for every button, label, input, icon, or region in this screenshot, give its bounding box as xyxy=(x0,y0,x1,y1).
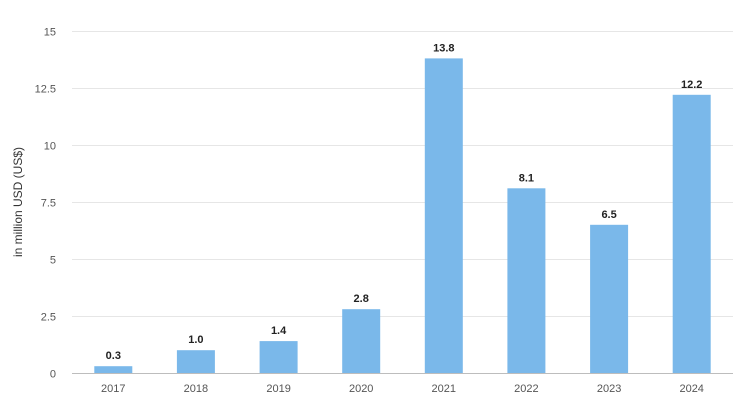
x-tick-label: 2017 xyxy=(101,383,125,395)
bar-2021[interactable] xyxy=(424,58,463,374)
bar-2020[interactable] xyxy=(342,309,381,373)
y-tick-label: 12.5 xyxy=(35,84,56,96)
data-label-2024: 12.2 xyxy=(681,79,702,91)
bar-2018[interactable] xyxy=(176,350,215,373)
bar-2024[interactable] xyxy=(672,94,711,374)
x-tick-label: 2019 xyxy=(266,383,290,395)
data-label-2018: 1.0 xyxy=(188,334,203,346)
x-tick-label: 2023 xyxy=(597,383,621,395)
y-axis-ticks: 0 2.5 5 7.5 10 12.5 15 xyxy=(35,27,56,381)
y-tick-label: 2.5 xyxy=(41,312,56,324)
data-label-2019: 1.4 xyxy=(271,325,287,337)
grid-lines xyxy=(72,31,733,374)
data-label-2020: 2.8 xyxy=(354,293,369,305)
x-axis-ticks: 2017 2018 2019 2020 2021 2022 2023 2024 xyxy=(101,383,704,395)
data-label-2022: 8.1 xyxy=(519,172,534,184)
data-label-2021: 13.8 xyxy=(433,42,454,54)
y-axis-title: in million USD (US$) xyxy=(11,147,25,257)
y-tick-label: 7.5 xyxy=(41,198,56,210)
x-tick-label: 2020 xyxy=(349,383,373,395)
bar-2017[interactable] xyxy=(94,366,133,373)
x-tick-label: 2018 xyxy=(184,383,208,395)
bar-2019[interactable] xyxy=(259,341,298,373)
data-label-2023: 6.5 xyxy=(601,209,616,221)
x-tick-label: 2021 xyxy=(432,383,456,395)
bars xyxy=(94,58,711,374)
y-tick-label: 15 xyxy=(44,27,56,39)
x-tick-label: 2022 xyxy=(514,383,538,395)
y-tick-label: 0 xyxy=(50,369,56,381)
bar-2022[interactable] xyxy=(507,188,546,373)
y-tick-label: 5 xyxy=(50,255,56,267)
data-label-2017: 0.3 xyxy=(106,350,121,362)
data-labels: 0.3 1.0 1.4 2.8 13.8 8.1 6.5 12.2 xyxy=(106,42,703,362)
y-tick-label: 10 xyxy=(44,141,56,153)
x-tick-label: 2024 xyxy=(679,383,703,395)
bar-2023[interactable] xyxy=(590,224,629,373)
